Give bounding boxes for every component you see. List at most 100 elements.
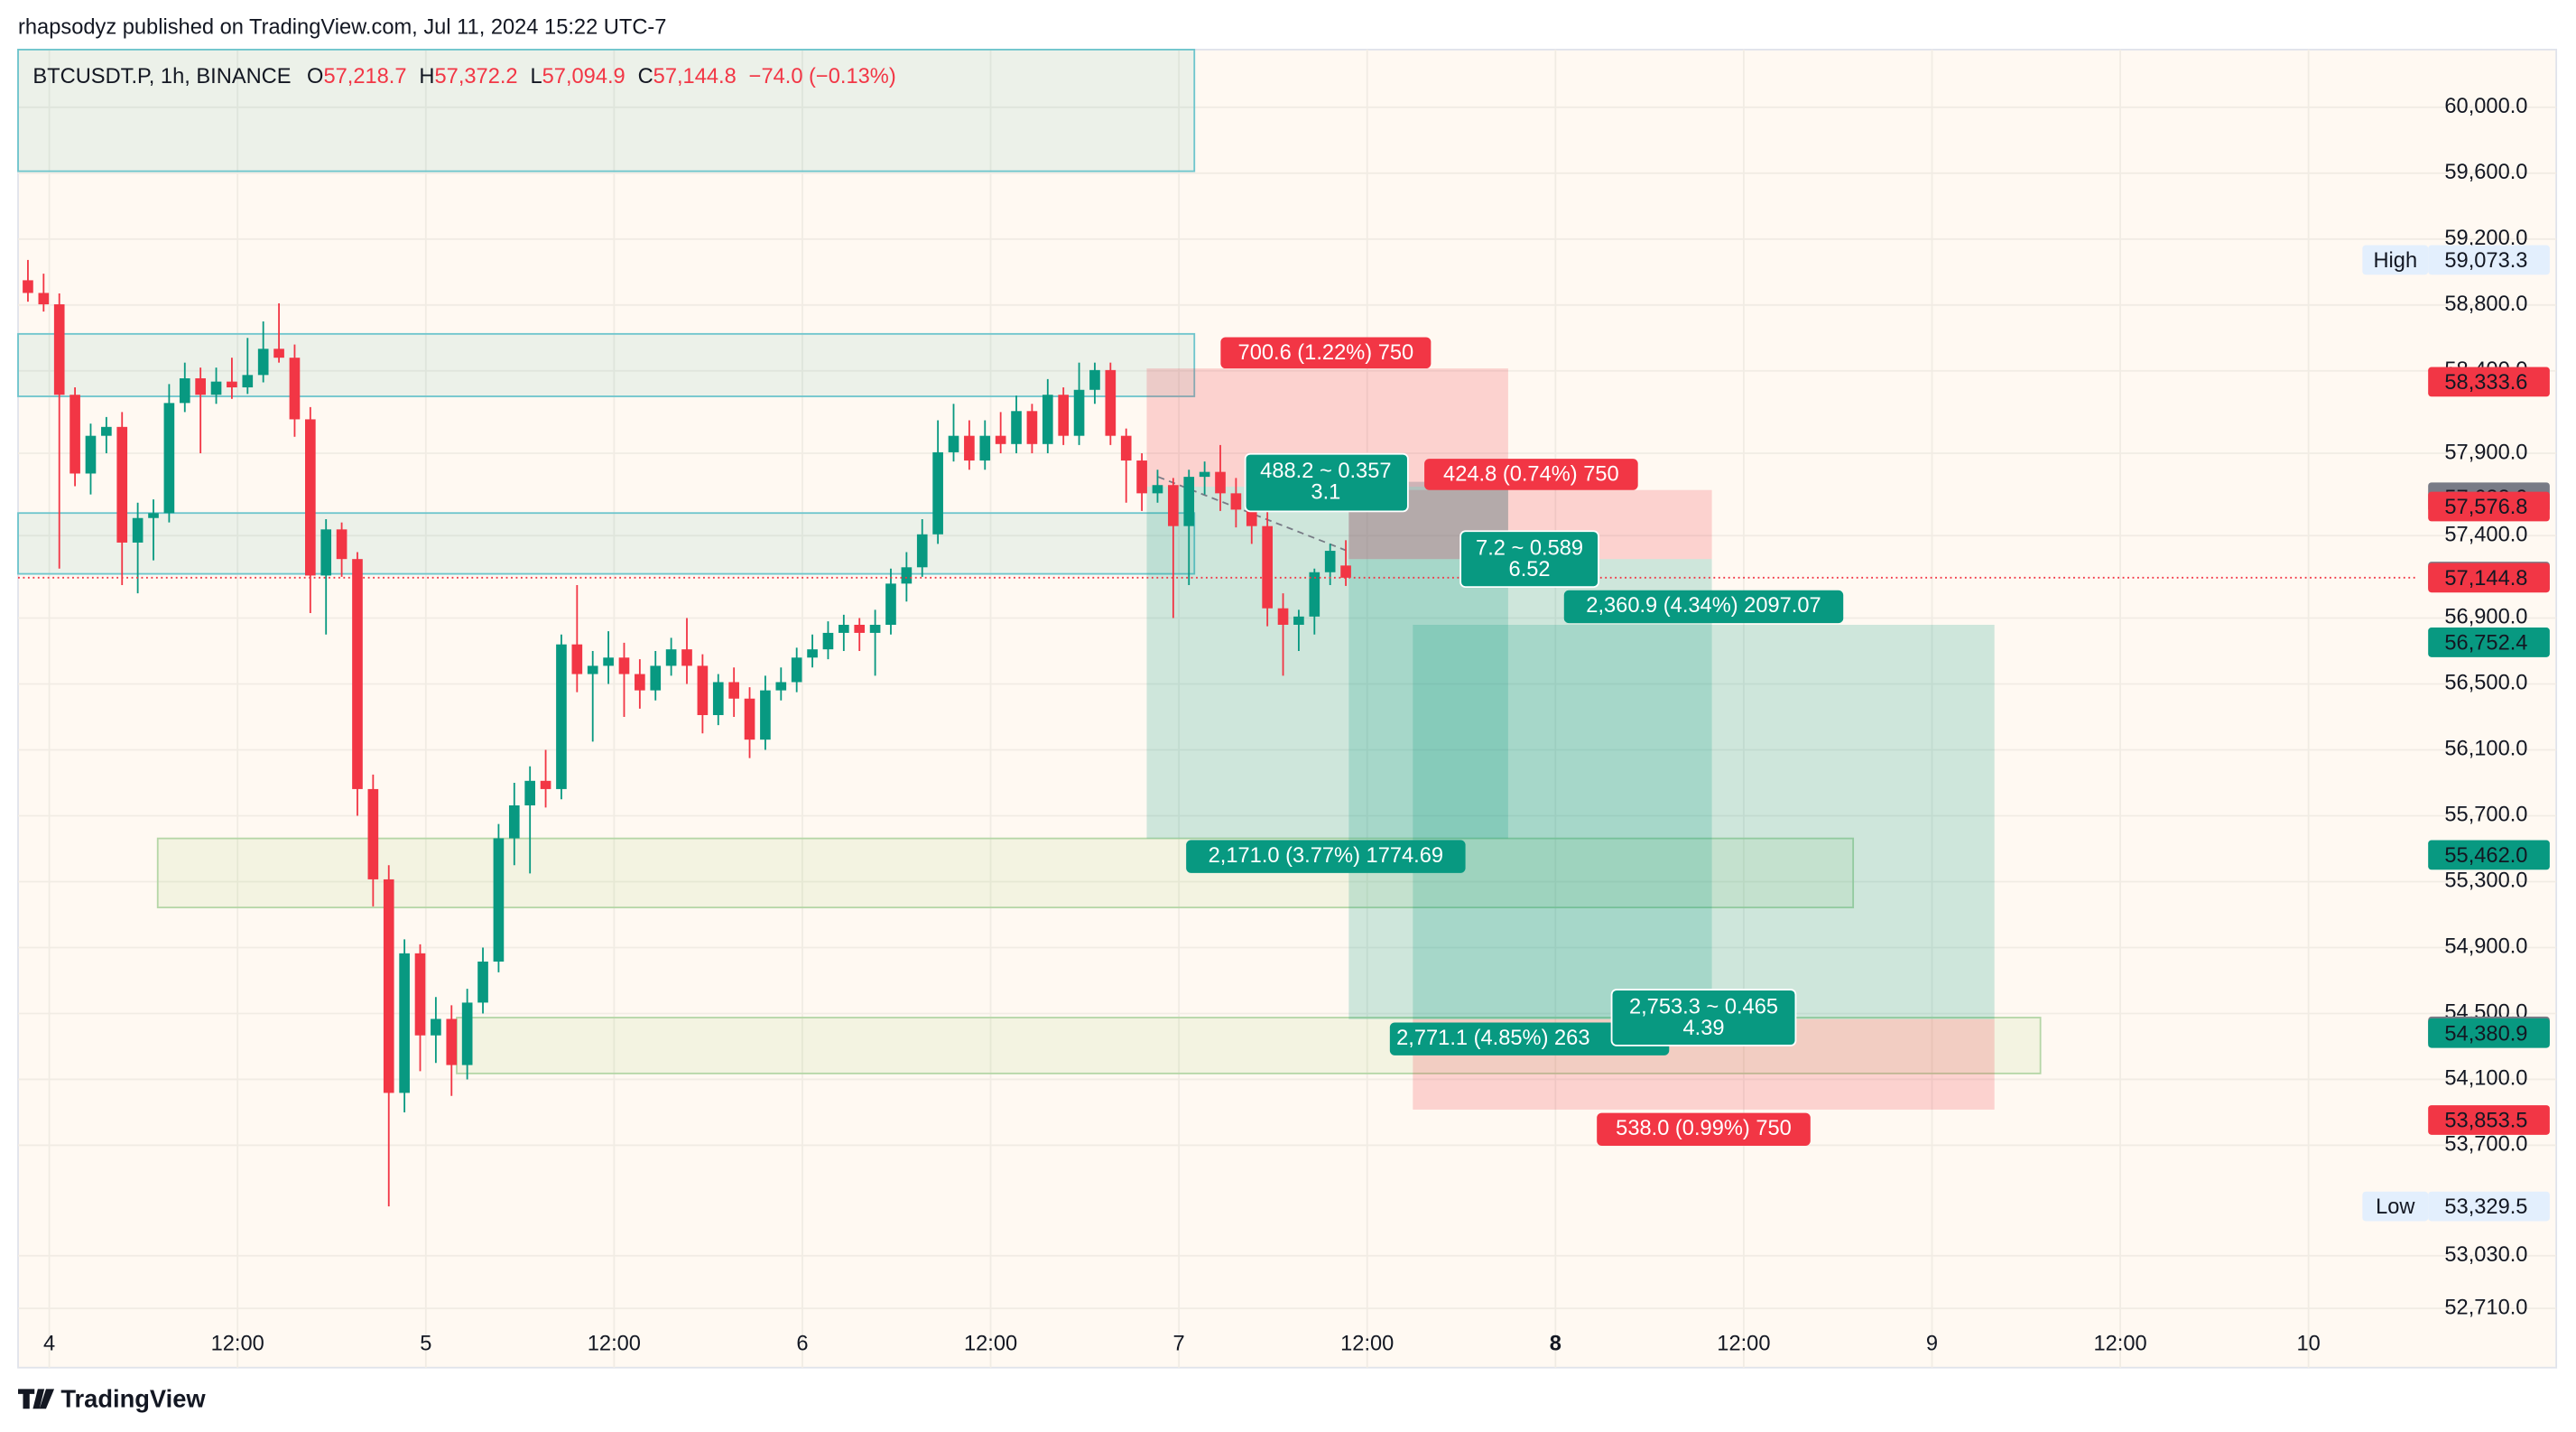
labels: 700.6 (1.22%) 750 488.2 ~ 0.357 3.1 424.… [1186,337,1844,1146]
price-tag-label: 53,853.5 [2444,1110,2527,1133]
candle-body [195,377,206,395]
logo: TradingView [60,1384,206,1412]
candle-body [383,879,394,1093]
candle-body [53,304,65,395]
annotation: 538.0 (0.99%) 750 [1616,1117,1792,1140]
candle-body [916,534,928,568]
candle-body [665,649,677,666]
candle-body [179,377,190,404]
candles [18,259,2415,1207]
price-tag [2428,1105,2550,1135]
candle-body [1262,525,1273,609]
price-tag [2428,491,2550,522]
price-tag [2428,367,2550,397]
candle-body [431,1018,441,1036]
candle-body [101,426,112,436]
ohlc-value: 57,372.2 [435,65,518,88]
price-tag [2428,563,2550,593]
x-tick-label: 8 [1550,1332,1561,1355]
price-tag-label: 58,333.6 [2444,371,2527,395]
position-target [1348,559,1712,1019]
price-tag [2428,1191,2550,1222]
x-tick-label: 4 [43,1332,55,1355]
candle-body [807,649,818,658]
price-tag-label: 55,462.0 [2444,844,2527,868]
candle-body [85,435,97,474]
candle-body [1058,395,1070,436]
label-box [1610,989,1797,1046]
ohlc-value: 57,094.9 [542,65,625,88]
header: BTCUSDT.P, 1h, BINANCE O57,218.7 H57,372… [32,65,895,88]
label-box [1424,459,1638,490]
label-box [1459,530,1599,589]
candle-body [603,657,614,666]
candle-body [775,682,787,691]
candle-body [948,435,959,452]
candle-body [414,953,426,1036]
price-tag-key [2362,245,2429,275]
candle-body [477,961,488,1003]
candle-body [1324,551,1336,572]
y-tick-label: 53,030.0 [2444,1243,2527,1267]
x-tick-label: 10 [2297,1332,2321,1355]
candle-body [822,632,834,650]
candle-body [1105,369,1117,436]
x-tick-label: 5 [420,1332,431,1355]
candle-body [885,583,896,625]
price-tag-key-label: High [2373,249,2417,273]
price-tag [2428,1018,2550,1048]
candle-body [1026,411,1038,444]
price-tag-label: 53,329.5 [2444,1195,2527,1219]
drawings [17,49,2042,1110]
label-box [1186,840,1466,873]
zone [156,837,1855,908]
annotation: 2,771.1 (4.85%) 263 [1396,1027,1589,1050]
x-tick-label: 12:00 [1340,1332,1394,1355]
x-tick-label: 12:00 [211,1332,264,1355]
candle-body [163,403,175,514]
candle-body [524,780,536,805]
annotation: 488.2 ~ 0.357 [1260,460,1391,483]
candle-body [839,624,849,633]
candle-body [227,381,237,388]
candle-body [1073,389,1085,436]
candle-body [1340,565,1351,578]
chart-panel [17,49,2558,1369]
candle-body [23,280,33,293]
candle-body [1277,608,1289,625]
candle-body [336,529,347,560]
candle-body [320,529,332,576]
candle-body [964,435,975,461]
candle-body [508,804,520,839]
label-box [1389,1022,1670,1055]
candle-body [744,698,755,740]
annotation: 4.39 [1682,1017,1724,1040]
y-tick-label: 57,900.0 [2444,441,2527,464]
candle-body [587,665,598,674]
annotation: 700.6 (1.22%) 750 [1238,341,1414,365]
candle-body [618,657,630,674]
grid [18,49,2557,1368]
y-tick-label: 55,300.0 [2444,869,2527,893]
candle-body [399,953,410,1093]
candle-body [242,375,254,388]
candle-body [305,419,316,576]
label-box [1220,337,1432,369]
publisher: rhapsodyz published on TradingView.com, … [18,16,666,40]
y-tick-label: 59,600.0 [2444,161,2527,184]
y-tick-label: 54,900.0 [2444,935,2527,959]
candle-body [367,788,379,879]
price-tag-key-label: Low [2376,1195,2415,1219]
candle-body [901,567,913,584]
annotation: 2,753.3 ~ 0.465 [1629,995,1778,1018]
y-tick-label: 57,400.0 [2444,524,2527,547]
candle-body [712,682,724,715]
candle-body [210,381,222,395]
candle-body [257,349,269,376]
price-tag [2428,840,2550,870]
candle-body [1183,477,1195,526]
ohlc-key: C [638,65,653,88]
candle-body [1136,460,1147,494]
candle-body [869,624,881,633]
price-tag-label: 56,752.4 [2444,632,2527,656]
